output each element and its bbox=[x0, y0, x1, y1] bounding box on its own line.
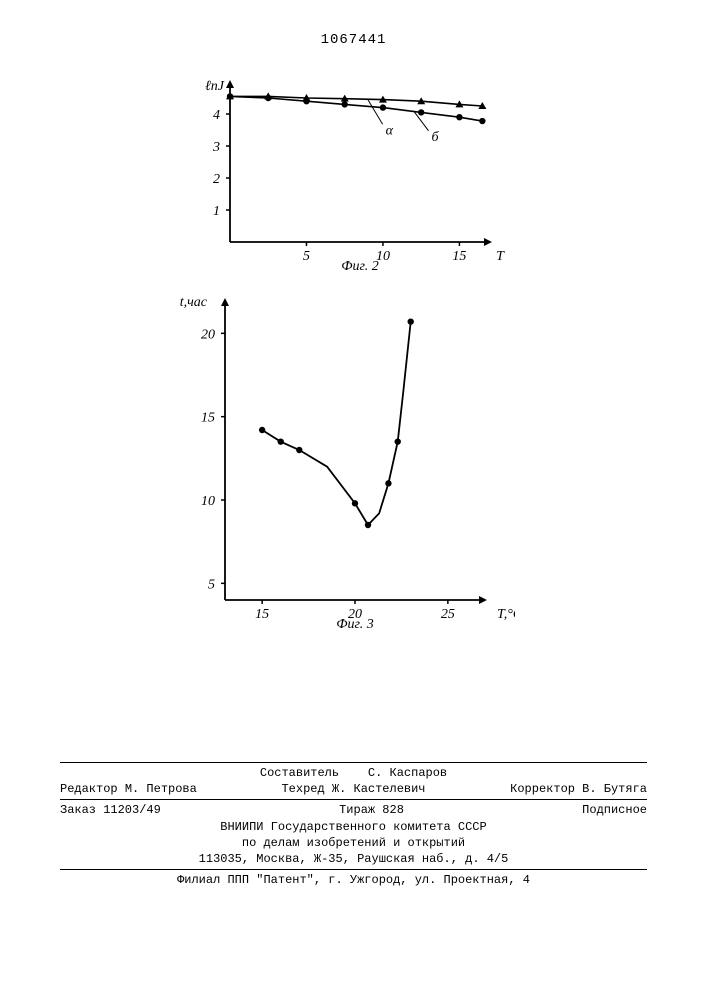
svg-text:15: 15 bbox=[452, 249, 466, 264]
order-row: Заказ 11203/49 Тираж 828 Подписное bbox=[60, 802, 647, 818]
composer-line: Составитель С. Каспаров bbox=[60, 765, 647, 781]
svg-text:Фиг. 3: Фиг. 3 bbox=[336, 617, 374, 630]
svg-text:1: 1 bbox=[213, 204, 220, 219]
podpisnoe: Подписное bbox=[582, 802, 647, 818]
svg-text:T: T bbox=[496, 249, 505, 264]
svg-text:2: 2 bbox=[213, 172, 220, 187]
org-line2: по делам изобретений и открытий bbox=[60, 835, 647, 851]
svg-text:10: 10 bbox=[201, 494, 215, 509]
techred-label: Техред bbox=[281, 782, 324, 796]
chart-fig3: 5101520152025t,часT,°CФиг. 3 bbox=[175, 290, 515, 634]
composer-label: Составитель bbox=[260, 766, 339, 780]
order: Заказ 11203/49 bbox=[60, 802, 161, 818]
footer-block: Составитель С. Каспаров Редактор М. Петр… bbox=[60, 760, 647, 888]
corrector-name: В. Бутяга bbox=[582, 782, 647, 796]
editor-name: М. Петрова bbox=[125, 782, 197, 796]
svg-text:15: 15 bbox=[255, 607, 269, 622]
svg-text:t,час: t,час bbox=[180, 295, 208, 310]
page-number: 1067441 bbox=[321, 32, 387, 48]
branch-line: Филиал ППП "Патент", г. Ужгород, ул. Про… bbox=[60, 872, 647, 888]
editor-cell: Редактор М. Петрова bbox=[60, 781, 197, 797]
org-line1: ВНИИПИ Государственного комитета СССР bbox=[60, 819, 647, 835]
svg-text:б: б bbox=[432, 130, 440, 145]
corrector-label: Корректор bbox=[510, 782, 575, 796]
svg-text:3: 3 bbox=[212, 140, 220, 155]
divider bbox=[60, 869, 647, 870]
svg-text:5: 5 bbox=[303, 249, 310, 264]
svg-text:5: 5 bbox=[208, 577, 215, 592]
svg-text:15: 15 bbox=[201, 411, 215, 426]
corrector-cell: Корректор В. Бутяга bbox=[510, 781, 647, 797]
address-line: 113035, Москва, Ж-35, Раушская наб., д. … bbox=[60, 851, 647, 867]
svg-text:20: 20 bbox=[201, 327, 215, 342]
svg-text:ℓnJ: ℓnJ bbox=[205, 79, 225, 94]
chart2-svg: 123451015ℓnJTαбФиг. 2 bbox=[190, 72, 510, 272]
svg-text:T,°C: T,°C bbox=[497, 607, 515, 622]
composer-name: С. Каспаров bbox=[368, 766, 447, 780]
chart-fig2: 123451015ℓnJTαбФиг. 2 bbox=[190, 72, 510, 276]
svg-text:α: α bbox=[386, 123, 394, 138]
svg-text:Фиг. 2: Фиг. 2 bbox=[341, 259, 379, 272]
tirazh: Тираж 828 bbox=[339, 802, 404, 818]
techred-cell: Техред Ж. Кастелевич bbox=[281, 781, 425, 797]
divider bbox=[60, 799, 647, 800]
credits-row: Редактор М. Петрова Техред Ж. Кастелевич… bbox=[60, 781, 647, 797]
divider bbox=[60, 762, 647, 763]
chart3-svg: 5101520152025t,часT,°CФиг. 3 bbox=[175, 290, 515, 630]
editor-label: Редактор bbox=[60, 782, 118, 796]
svg-text:4: 4 bbox=[213, 108, 220, 123]
techred-name: Ж. Кастелевич bbox=[332, 782, 426, 796]
svg-text:25: 25 bbox=[441, 607, 455, 622]
